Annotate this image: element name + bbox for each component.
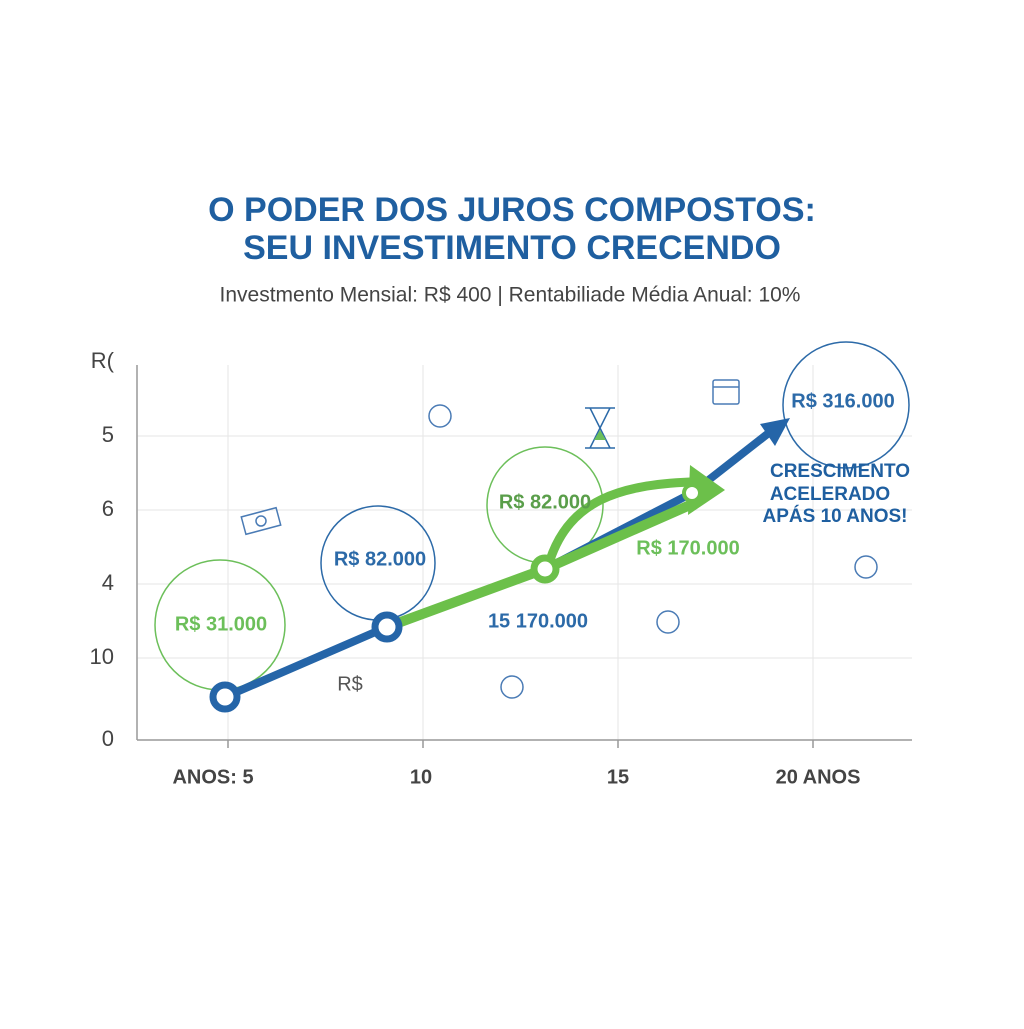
callouts: R$ 31.000 R$ 82.000 R$ 82.000 R$ 316.000… bbox=[175, 390, 895, 695]
axes bbox=[136, 365, 912, 748]
callout: 15 170.000 bbox=[488, 610, 588, 632]
y-labels: R( 5 6 4 10 0 bbox=[90, 348, 115, 751]
subtitle: Investmento Mensial: R$ 400 | Rentabilia… bbox=[220, 284, 801, 307]
annotation-line: ACELERADO bbox=[770, 484, 890, 505]
title: O PODER DOS JUROS COMPOSTOS: SEU INVESTI… bbox=[208, 191, 816, 267]
y-label: 5 bbox=[102, 422, 114, 447]
callout: R$ 82.000 bbox=[499, 491, 591, 513]
title-line: SEU INVESTIMENTO CRECENDO bbox=[243, 229, 781, 267]
y-label: 0 bbox=[102, 726, 114, 751]
x-labels: ANOS: 5 10 15 20 ANOS bbox=[172, 766, 860, 788]
points bbox=[209, 483, 702, 713]
icons bbox=[240, 379, 878, 699]
y-label: 6 bbox=[102, 496, 114, 521]
x-label: 15 bbox=[607, 766, 629, 788]
y-label: R( bbox=[91, 348, 115, 373]
y-label: 10 bbox=[90, 644, 114, 669]
callout: R$ 316.000 bbox=[791, 390, 894, 412]
x-label: 10 bbox=[410, 766, 432, 788]
x-label: ANOS: 5 bbox=[172, 766, 253, 788]
annotation: CRESCIMENTO ACELERADO APÁS 10 ANOS! bbox=[763, 461, 911, 527]
callout: R$ bbox=[337, 673, 363, 695]
callout: R$ 82.000 bbox=[334, 548, 426, 570]
green-arrowhead bbox=[688, 465, 725, 515]
callout: R$ 170.000 bbox=[636, 537, 739, 559]
green-curve bbox=[545, 477, 691, 562]
annotation-line: CRESCIMENTO bbox=[770, 461, 910, 482]
callout: R$ 31.000 bbox=[175, 613, 267, 635]
blue-arrowhead bbox=[760, 418, 790, 446]
y-label: 4 bbox=[102, 570, 114, 595]
x-label: 20 ANOS bbox=[776, 766, 861, 788]
title-line: O PODER DOS JUROS COMPOSTOS: bbox=[208, 191, 816, 229]
annotation-line: APÁS 10 ANOS! bbox=[763, 505, 908, 527]
